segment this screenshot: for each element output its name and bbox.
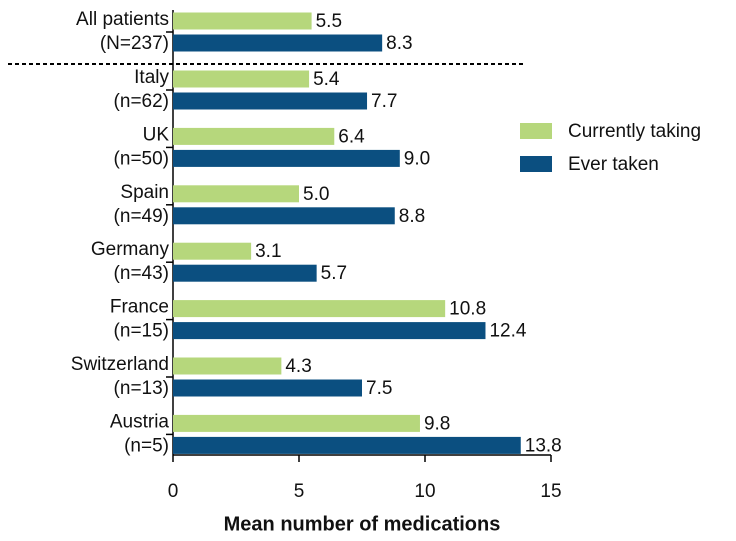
bar <box>173 357 282 375</box>
value-label: 5.7 <box>321 263 347 284</box>
value-label: 9.0 <box>404 148 430 169</box>
legend-swatch <box>520 123 552 139</box>
y-tick-label: Austria <box>110 411 170 432</box>
bar <box>173 185 299 203</box>
value-label: 8.3 <box>386 33 412 54</box>
y-tick-label: UK <box>143 124 170 145</box>
bar <box>173 149 400 167</box>
x-tick-label: 0 <box>168 481 179 502</box>
bar <box>173 70 310 88</box>
y-tick-label: Germany <box>91 239 170 260</box>
y-tick-label: (N=237) <box>100 33 169 54</box>
bar <box>173 436 521 454</box>
value-label: 5.4 <box>313 69 340 90</box>
bar <box>173 92 368 110</box>
value-label: 12.4 <box>489 321 526 342</box>
bar <box>173 127 335 145</box>
y-tick-label: (n=13) <box>114 378 169 399</box>
bar <box>173 207 395 225</box>
bar <box>173 300 446 318</box>
legend-label: Currently taking <box>568 121 701 142</box>
bar <box>173 379 362 397</box>
value-label: 7.7 <box>371 91 397 112</box>
y-tick-label: (n=62) <box>114 91 169 112</box>
x-tick-label: 15 <box>540 481 561 502</box>
y-tick-label: (n=5) <box>124 435 169 456</box>
x-tick-label: 5 <box>294 481 305 502</box>
y-tick-label: (n=49) <box>114 206 169 227</box>
x-axis-title: Mean number of medications <box>224 513 501 535</box>
bar <box>173 12 312 30</box>
y-tick-label: Switzerland <box>71 354 169 375</box>
value-label: 13.8 <box>525 435 562 456</box>
x-tick-label: 10 <box>414 481 435 502</box>
y-tick-label: Spain <box>120 182 169 203</box>
bar <box>173 414 420 432</box>
value-label: 4.3 <box>285 356 311 377</box>
y-tick-label: Italy <box>134 67 169 88</box>
bar <box>173 242 252 260</box>
value-label: 10.8 <box>449 299 486 320</box>
value-label: 3.1 <box>255 241 281 262</box>
y-tick-label: France <box>110 297 169 318</box>
y-tick-label: (n=43) <box>114 263 169 284</box>
value-label: 8.8 <box>399 206 425 227</box>
bar <box>173 264 317 282</box>
y-tick-label: All patients <box>76 9 169 30</box>
value-label: 9.8 <box>424 413 450 434</box>
value-label: 6.4 <box>338 126 365 147</box>
value-label: 7.5 <box>366 378 392 399</box>
legend-label: Ever taken <box>568 154 659 175</box>
y-tick-label: (n=50) <box>114 148 169 169</box>
bar <box>173 322 486 340</box>
y-tick-label: (n=15) <box>114 321 169 342</box>
value-label: 5.5 <box>316 11 342 32</box>
bar <box>173 34 383 52</box>
value-label: 5.0 <box>303 184 329 205</box>
legend-swatch <box>520 156 552 172</box>
